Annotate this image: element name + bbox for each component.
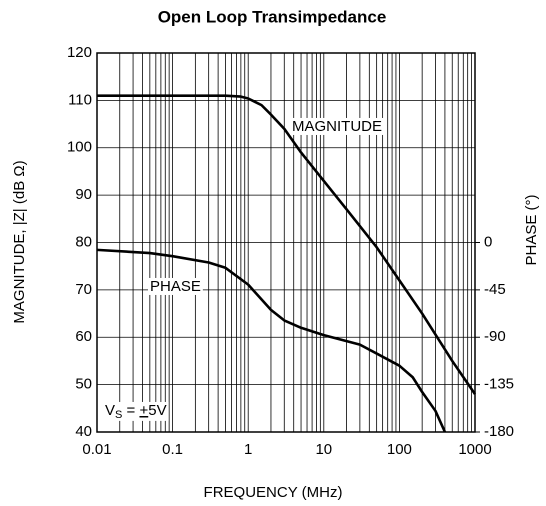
x-tick-label: 0.01 [82, 441, 111, 458]
label-background [103, 401, 169, 421]
plot-frame [96, 52, 476, 433]
y-tick-label: 60 [75, 328, 92, 345]
y2-tick-label: -45 [484, 281, 506, 298]
y2-tick-label: -135 [484, 376, 514, 393]
y-axis-label: MAGNITUDE, |Z| (dB Ω) [11, 160, 28, 323]
y-tick-label: 120 [67, 44, 92, 61]
y-tick-label: 80 [75, 233, 92, 250]
x-tick-label: 1000 [458, 441, 491, 458]
y2-axis-label: PHASE (°) [523, 194, 540, 265]
y-tick-label: 100 [67, 139, 92, 156]
series-label: PHASE [150, 278, 201, 295]
chart-title: Open Loop Transimpedance [158, 7, 387, 26]
y2-tick-label: -90 [484, 328, 506, 345]
annotation-part: S [115, 409, 122, 421]
y2-tick-label: -180 [484, 423, 514, 440]
label-background [148, 277, 203, 295]
x-tick-label: 100 [387, 441, 412, 458]
x-axis-label: FREQUENCY (MHz) [204, 484, 343, 501]
series-label: MAGNITUDE [292, 118, 382, 135]
annotation-part: + [139, 402, 148, 419]
x-tick-label: 0.1 [162, 441, 183, 458]
y-tick-label: 70 [75, 281, 92, 298]
annotation-part: 5V [148, 402, 166, 419]
y-tick-label: 40 [75, 423, 92, 440]
y-tick-label: 90 [75, 186, 92, 203]
y-tick-label: 110 [68, 91, 92, 108]
x-tick-label: 10 [315, 441, 332, 458]
annotation: VS = +5V [105, 402, 167, 421]
annotation-part: V [105, 402, 115, 419]
x-tick-label: 1 [244, 441, 252, 458]
series-line [96, 248, 447, 433]
series-line [97, 94, 477, 395]
y2-tick-label: 0 [484, 233, 492, 250]
label-background [290, 117, 384, 135]
annotation-part: = [122, 402, 139, 419]
y-tick-label: 50 [75, 376, 92, 393]
